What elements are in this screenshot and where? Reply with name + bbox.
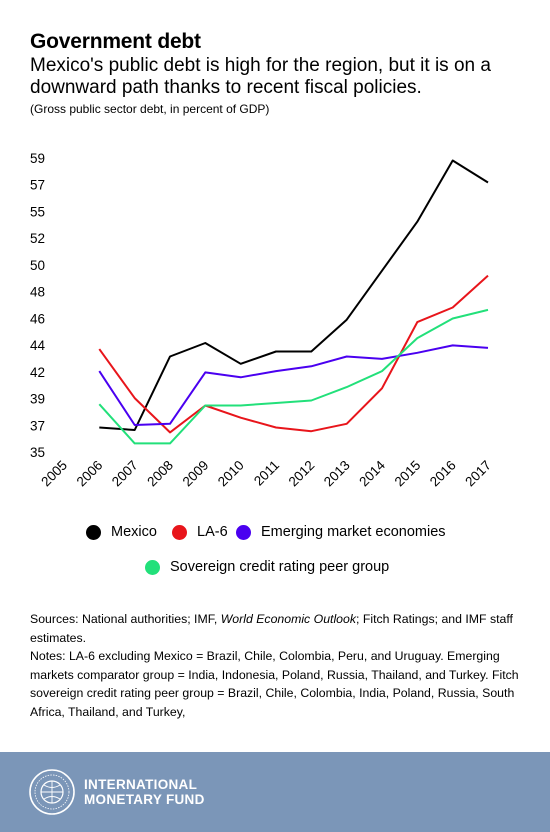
x-tick-label: 2016 — [427, 458, 459, 490]
legend-item-mexico: Mexico — [86, 524, 157, 540]
notes-text: Notes: LA-6 excluding Mexico = Brazil, C… — [30, 649, 519, 719]
brand-line-2: MONETARY FUND — [84, 791, 205, 807]
x-tick-label: 2007 — [109, 458, 141, 490]
series-line-mexico — [99, 159, 489, 431]
legend-label-peer-group: Sovereign credit rating peer group — [170, 559, 390, 575]
legend-swatch-emerging — [236, 524, 251, 540]
legend-label-la6: LA-6 — [197, 524, 228, 540]
chart-title: Government debt — [30, 30, 201, 53]
legend-item-peer-group: Sovereign credit rating peer group — [145, 559, 389, 575]
legend-item-emerging: Emerging market economies — [236, 524, 446, 540]
y-tick-label: 55 — [30, 204, 45, 219]
brand-line-1: INTERNATIONAL — [84, 777, 198, 792]
y-tick-label: 37 — [30, 418, 45, 433]
chart-notes: Sources: National authorities; IMF, Worl… — [30, 610, 525, 721]
legend-swatch-peer-group — [145, 559, 160, 575]
y-tick-label: 46 — [30, 311, 45, 326]
y-tick-label: 50 — [30, 258, 45, 273]
series-line-la-6 — [98, 274, 489, 434]
series-line-emerging-market-economies — [98, 344, 489, 426]
x-tick-label: 2006 — [74, 458, 106, 490]
x-tick-label: 2009 — [180, 458, 212, 490]
x-tick-label: 2015 — [392, 458, 424, 490]
x-tick-label: 2008 — [144, 458, 176, 490]
y-tick-label: 52 — [30, 231, 45, 246]
sources-italic: World Economic Outlook — [220, 612, 357, 626]
footer-bar: INTERNATIONAL MONETARY FUND — [0, 752, 550, 832]
y-tick-label: 35 — [30, 445, 45, 460]
y-tick-label: 42 — [30, 365, 45, 380]
chart-unit-note: (Gross public sector debt, in percent of… — [30, 102, 270, 116]
y-tick-label: 39 — [30, 392, 45, 407]
x-tick-label: 2012 — [286, 458, 318, 490]
y-tick-label: 44 — [30, 338, 46, 353]
x-tick-label: 2017 — [462, 458, 494, 490]
x-tick-label: 2013 — [321, 458, 353, 490]
legend-swatch-mexico — [86, 524, 101, 540]
y-axis: 35 37 39 42 44 46 48 50 52 55 57 59 — [30, 151, 46, 460]
x-axis: 2005 2006 2007 2008 2009 2010 2011 2012 2013 2014… — [38, 457, 494, 489]
legend-label-emerging: Emerging market economies — [261, 524, 446, 540]
legend-item-la6: LA-6 — [172, 524, 228, 540]
series-lines — [98, 159, 489, 445]
imf-seal-icon — [29, 769, 75, 815]
sources-part-2: ; Fitch Ratings; and IMF staff estimates… — [30, 612, 513, 645]
imf-wordmark: INTERNATIONAL MONETARY FUND — [84, 777, 205, 807]
y-tick-label: 57 — [30, 178, 45, 193]
chart-subtitle: Mexico's public debt is high for the reg… — [30, 55, 491, 98]
sources-text: Sources: National authorities; IMF, Worl… — [30, 610, 525, 647]
y-tick-label: 59 — [30, 151, 45, 166]
y-tick-label: 48 — [30, 285, 45, 300]
legend-swatch-la6 — [172, 524, 187, 540]
legend-label-mexico: Mexico — [111, 524, 157, 540]
series-line-sovereign-credit-rating-peer-group — [98, 308, 489, 445]
sources-part-1: Sources: National authorities; IMF, — [30, 612, 221, 626]
x-tick-label: 2010 — [215, 458, 247, 490]
x-tick-label: 2014 — [356, 457, 388, 489]
x-tick-label: 2011 — [251, 458, 282, 489]
x-tick-label: 2005 — [38, 458, 70, 490]
